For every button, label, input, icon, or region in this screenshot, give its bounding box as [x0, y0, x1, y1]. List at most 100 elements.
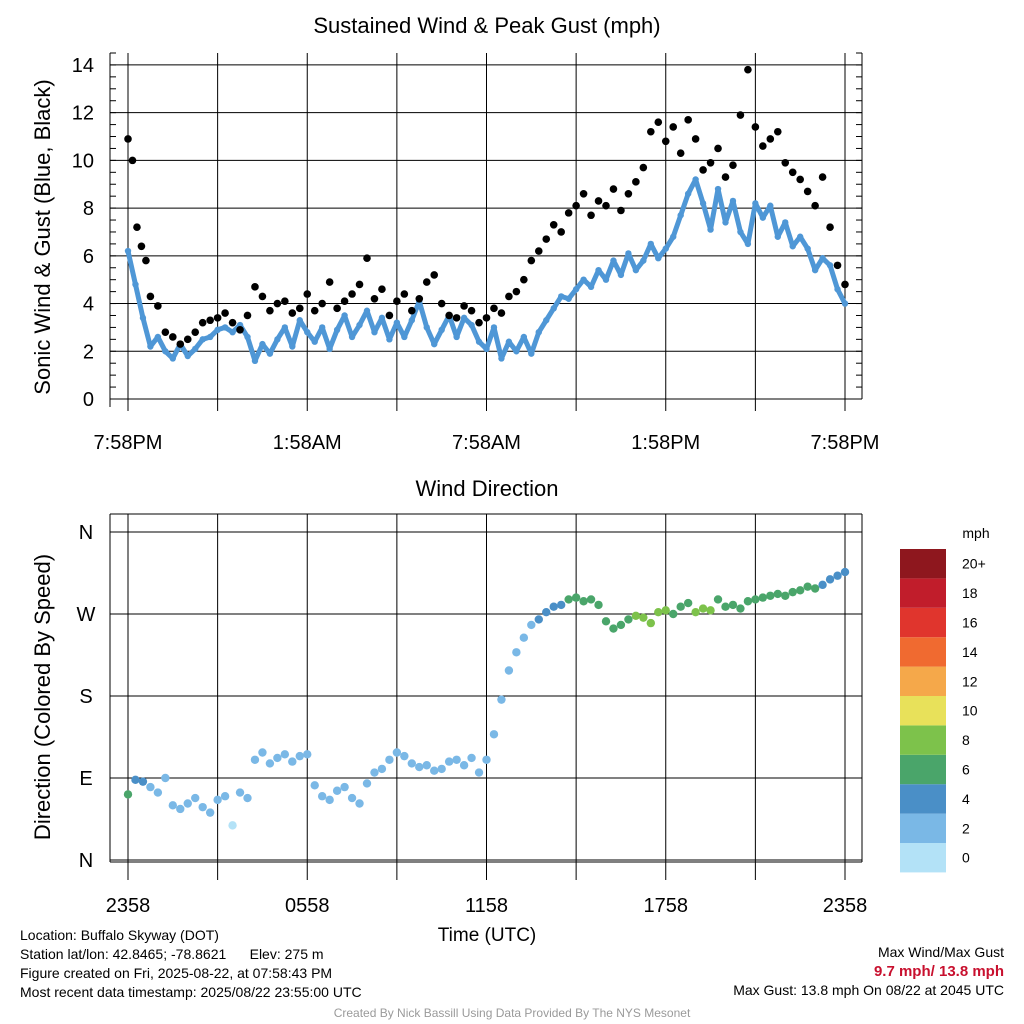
gust-point — [788, 168, 797, 177]
direction-point — [377, 764, 387, 774]
direction-point — [250, 755, 260, 764]
gust-point — [281, 297, 289, 305]
colorbar-swatch — [900, 813, 946, 843]
gust-point — [572, 201, 580, 210]
sustained-wind-point — [363, 307, 371, 314]
sustained-wind-point — [348, 333, 356, 341]
y-tick-label: 8 — [83, 198, 94, 220]
recent-text: Most recent data timestamp: 2025/08/22 2… — [20, 984, 362, 1000]
sustained-wind-point — [535, 328, 542, 336]
gust-point — [228, 318, 237, 327]
gust-point — [445, 311, 453, 320]
y-tick-label: 12 — [72, 103, 94, 125]
gust-point — [512, 287, 521, 296]
x-tick-label: 1:58PM — [631, 432, 700, 454]
sustained-wind-point — [304, 328, 311, 336]
direction-point — [362, 779, 372, 788]
sustained-wind-point — [259, 340, 266, 348]
direction-point — [721, 602, 730, 611]
gust-point — [385, 311, 394, 320]
sustained-wind-point — [684, 190, 692, 197]
chart-title-direction: Wind Direction — [415, 476, 558, 501]
station-info: Location: Buffalo Skyway (DOT) Station l… — [20, 926, 362, 1002]
gust-point — [273, 299, 282, 308]
gust-point — [133, 223, 141, 231]
sustained-wind-point — [154, 333, 162, 341]
sustained-wind-point — [662, 245, 669, 252]
gust-point — [647, 127, 655, 136]
gust-point — [654, 118, 663, 126]
direction-point — [534, 615, 543, 624]
gust-point — [183, 335, 192, 344]
direction-point — [332, 786, 342, 795]
direction-point — [661, 606, 670, 615]
colorbar-swatch — [900, 754, 946, 785]
y-tick-label: 10 — [72, 150, 94, 172]
speed-colorbar: 0 2 4 6 8 10 12 14 16 18 20+ — [900, 549, 986, 873]
y-tick-label: S — [79, 686, 92, 708]
sustained-wind-point — [438, 326, 445, 333]
x-tick-label: 7:58AM — [452, 432, 521, 454]
y-axis-label-direction: Direction (Colored By Speed) — [30, 554, 55, 840]
direction-point — [385, 755, 394, 764]
sustained-wind-point — [505, 338, 513, 345]
colorbar-label: 2 — [962, 820, 970, 836]
sustained-wind-point — [132, 281, 139, 288]
gust-point — [161, 328, 170, 336]
direction-point — [205, 808, 215, 817]
sustained-wind-point — [229, 328, 236, 336]
gust-point — [818, 173, 827, 181]
sustained-wind-point — [789, 243, 796, 250]
gust-point — [729, 161, 737, 169]
direction-point — [571, 593, 581, 602]
sustained-wind-point — [811, 266, 819, 274]
direction-point — [467, 753, 476, 763]
y-tick-label: 4 — [83, 294, 94, 316]
colorbar-swatch — [900, 607, 946, 638]
direction-point — [310, 781, 319, 790]
gust-point — [400, 290, 409, 298]
gust-point — [632, 178, 640, 186]
sustained-wind-point — [401, 333, 408, 341]
colorbar-swatch — [900, 578, 946, 608]
colorbar-label: 14 — [962, 644, 978, 660]
sustained-wind-point — [393, 319, 401, 326]
colorbar-swatch — [900, 725, 946, 755]
sustained-wind-point — [602, 276, 610, 283]
gust-point — [602, 201, 610, 210]
gust-point — [542, 235, 551, 243]
sustained-wind-point — [513, 348, 520, 355]
direction-point — [400, 751, 409, 761]
gust-point — [759, 142, 767, 150]
sustained-wind-point — [453, 333, 460, 341]
direction-point — [370, 768, 379, 777]
direction-point — [788, 587, 797, 597]
direction-point — [280, 750, 290, 759]
direction-point — [758, 593, 768, 602]
sustained-wind-point — [610, 257, 617, 264]
gust-point — [363, 254, 371, 263]
gust-point — [393, 297, 401, 305]
direction-point — [191, 793, 200, 803]
direction-point — [273, 753, 282, 763]
station-text: Station lat/lon: 42.8465; -78.8621 Elev:… — [20, 946, 324, 962]
direction-point — [235, 788, 245, 797]
gust-point — [154, 302, 162, 310]
gust-point — [243, 311, 252, 320]
max-values: 9.7 mph/ 13.8 mph — [873, 963, 1004, 980]
direction-point — [452, 755, 461, 764]
sustained-wind-point — [296, 317, 303, 324]
sustained-wind-point — [475, 338, 483, 345]
gust-point — [639, 163, 648, 172]
x-tick-label: 7:58PM — [94, 432, 163, 454]
gust-point — [266, 306, 274, 315]
gust-point — [452, 314, 461, 322]
direction-point — [586, 595, 596, 604]
gust-point — [482, 314, 491, 322]
gust-point — [803, 187, 812, 196]
direction-point — [123, 790, 133, 799]
gust-point — [169, 333, 177, 341]
sustained-wind-point — [543, 317, 550, 324]
colorbar-swatch — [900, 843, 946, 873]
